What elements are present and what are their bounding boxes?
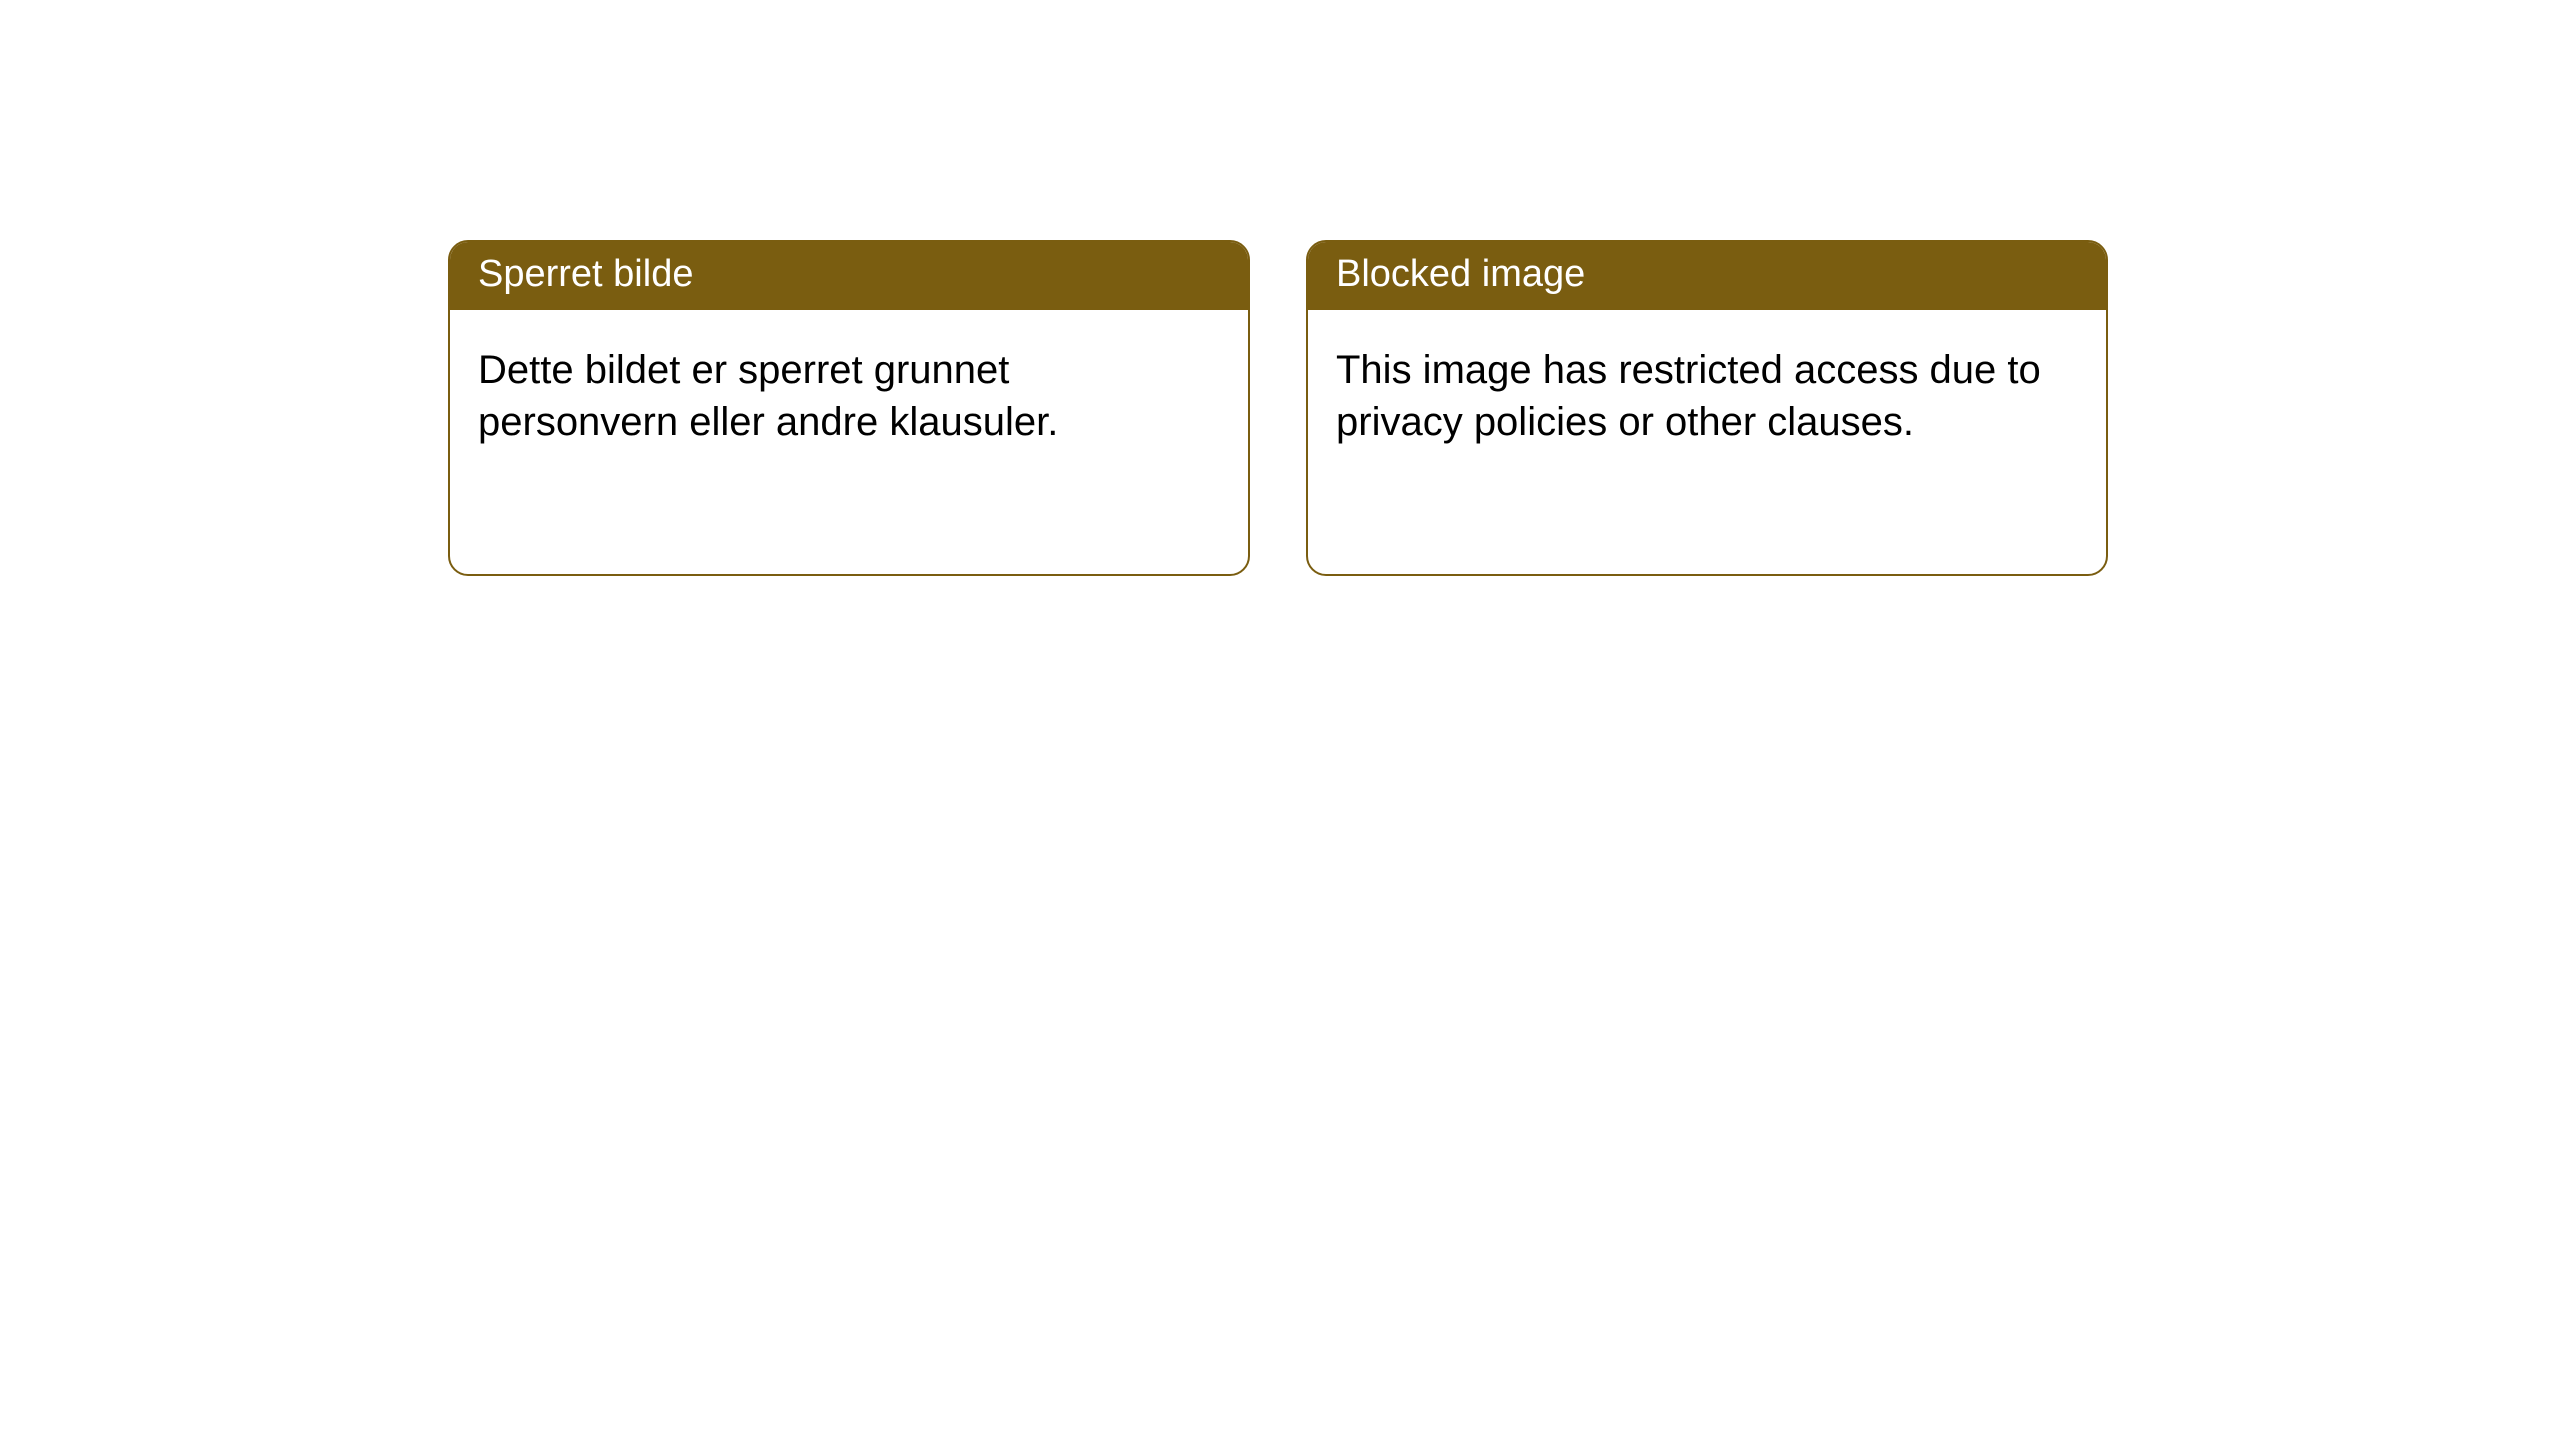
cards-container: Sperret bilde Dette bildet er sperret gr… xyxy=(0,0,2560,576)
blocked-image-card-english: Blocked image This image has restricted … xyxy=(1306,240,2108,576)
card-title: Blocked image xyxy=(1308,242,2106,310)
blocked-image-card-norwegian: Sperret bilde Dette bildet er sperret gr… xyxy=(448,240,1250,576)
card-body-text: Dette bildet er sperret grunnet personve… xyxy=(450,310,1248,482)
card-title: Sperret bilde xyxy=(450,242,1248,310)
card-body-text: This image has restricted access due to … xyxy=(1308,310,2106,482)
